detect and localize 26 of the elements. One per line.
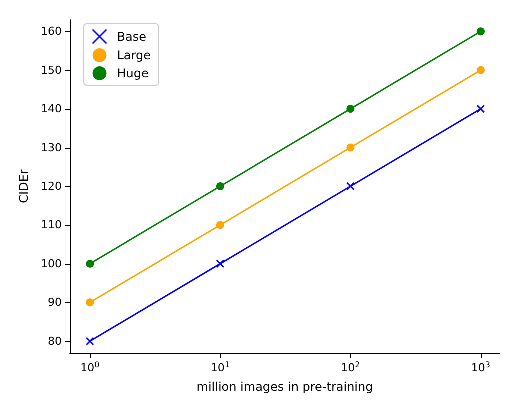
- point: [86, 260, 94, 268]
- y-tick-label: 140: [41, 102, 62, 116]
- legend-label: Large: [117, 48, 152, 62]
- y-tick-label: 110: [41, 218, 62, 232]
- point: [86, 337, 94, 346]
- y-tick-label: 160: [41, 25, 62, 38]
- point: [346, 144, 355, 152]
- y-tick-label: 130: [41, 141, 62, 154]
- y-tick-label: 100: [41, 257, 62, 270]
- x-axis-title: million images in pre-training: [196, 380, 374, 394]
- point: [86, 298, 94, 307]
- y-tick-label: 80: [48, 334, 62, 348]
- point: [476, 104, 486, 114]
- y-axis-title: CIDEr: [17, 170, 32, 204]
- legend-label: Huge: [117, 66, 149, 80]
- point: [216, 221, 224, 230]
- y-tick-label: 150: [41, 64, 62, 77]
- legend-label: Base: [117, 30, 146, 44]
- y-tick-label: 90: [48, 296, 62, 310]
- point: [476, 28, 485, 36]
- point: [476, 66, 485, 74]
- point: [216, 260, 225, 268]
- y-tick-label: 120: [41, 180, 62, 193]
- point: [216, 182, 224, 190]
- point: [346, 105, 355, 114]
- point: [346, 182, 355, 191]
